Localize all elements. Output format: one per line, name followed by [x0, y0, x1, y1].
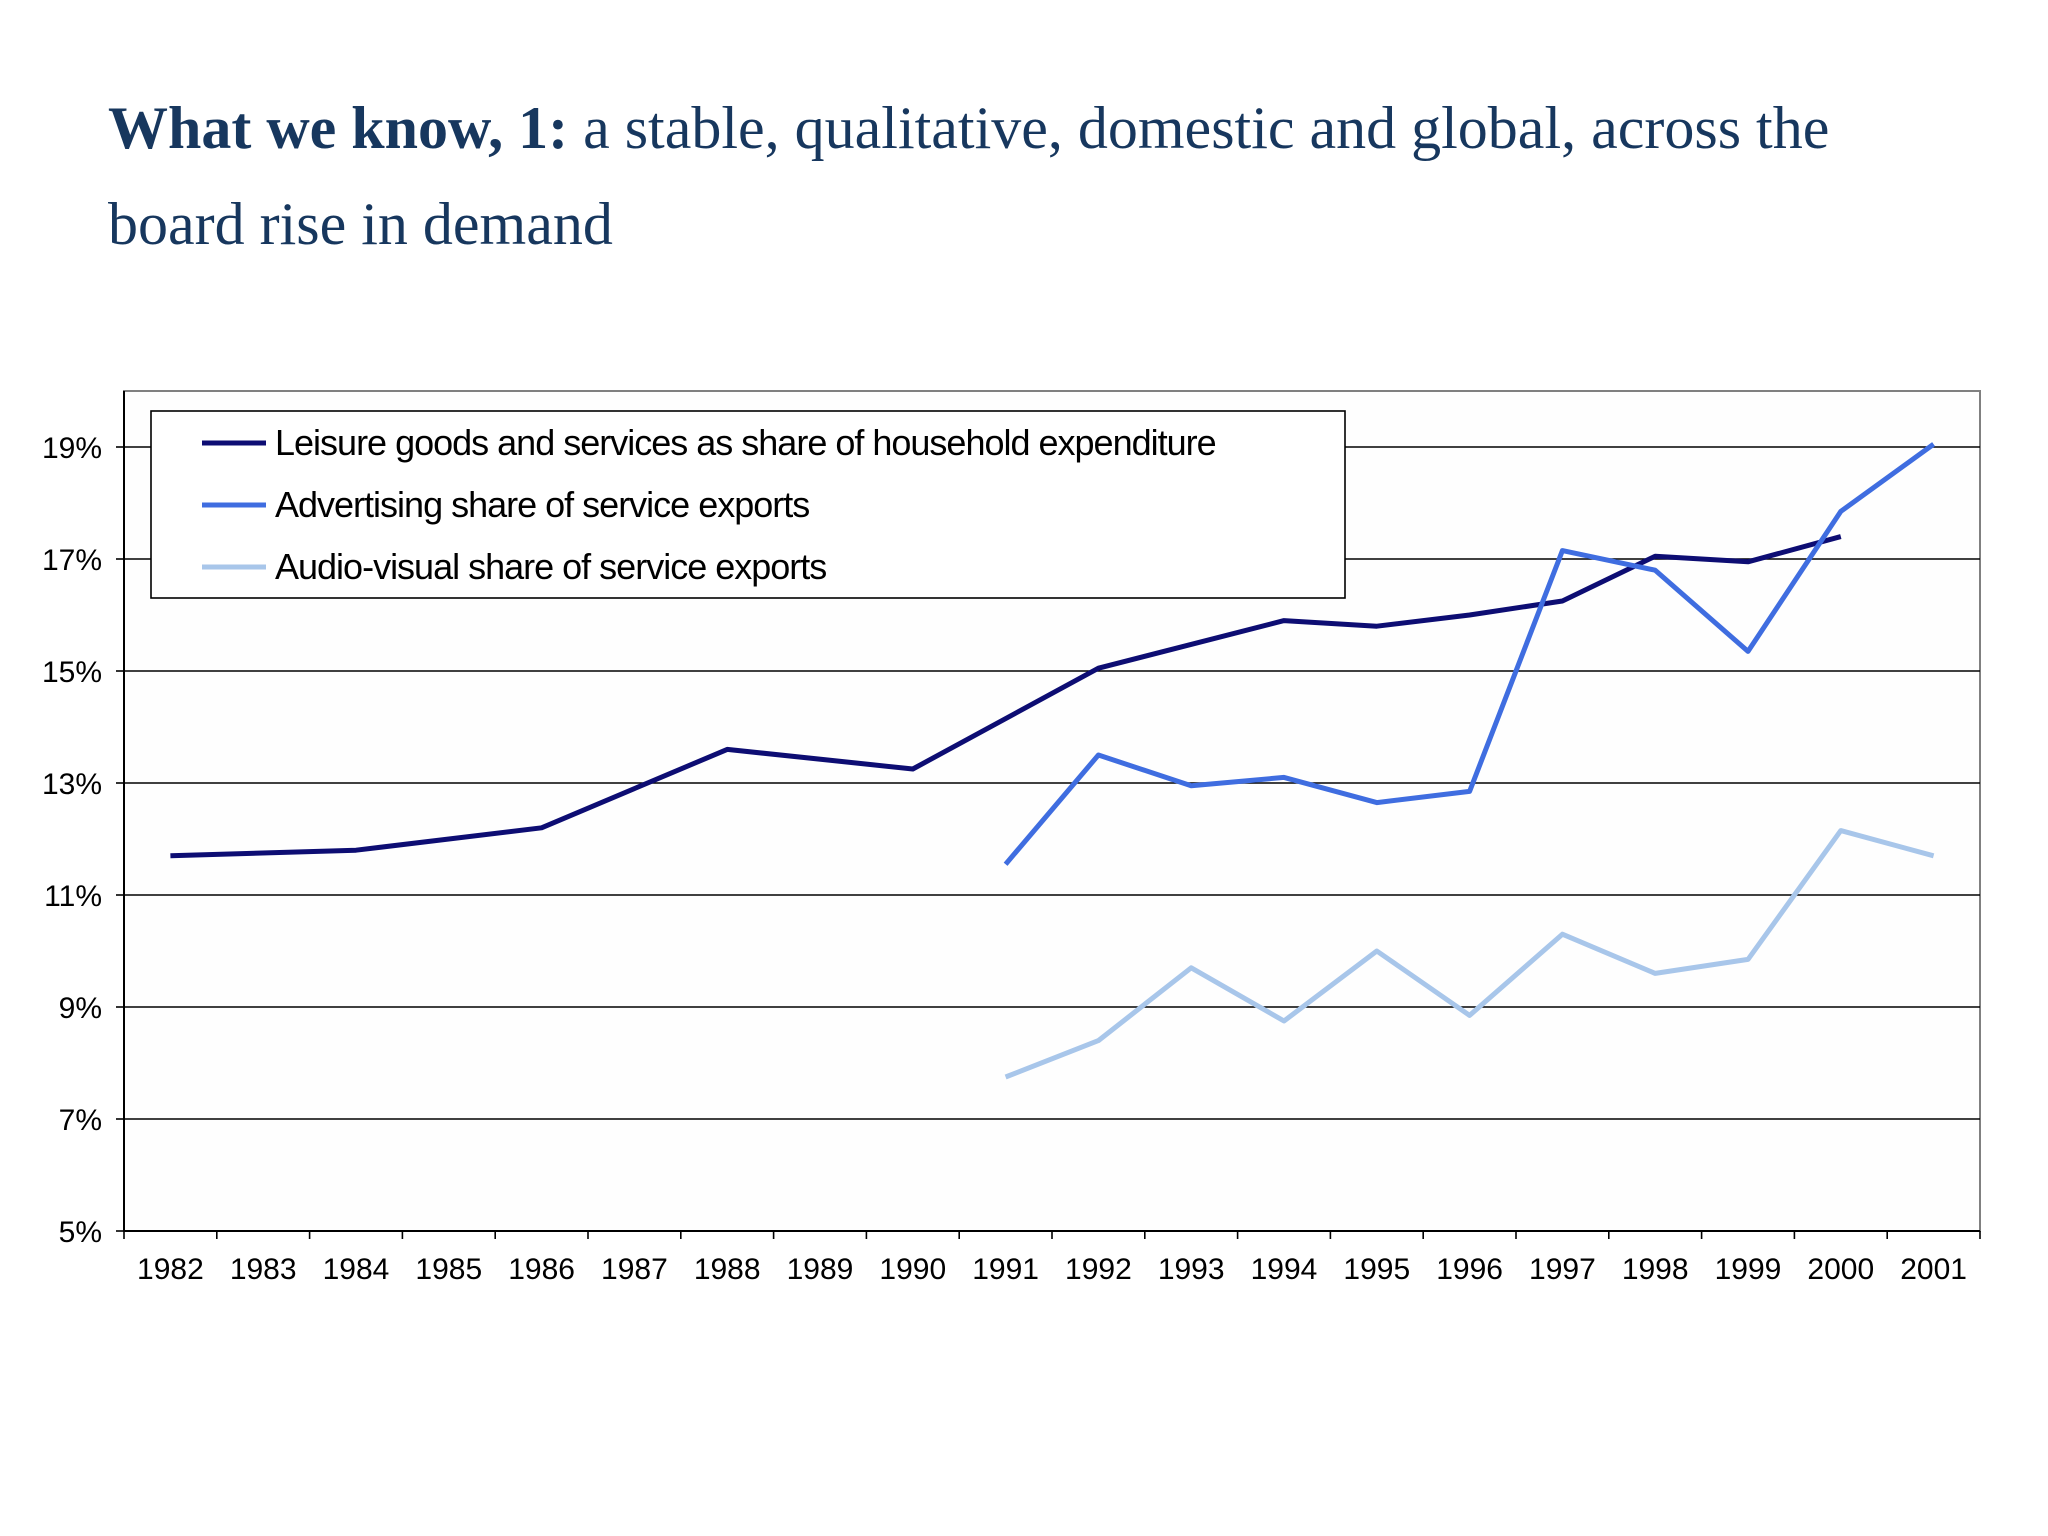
x-tick-label: 1985 [415, 1253, 482, 1286]
legend: Leisure goods and services as share of h… [150, 410, 1346, 599]
x-tick-label: 1992 [1065, 1253, 1132, 1286]
x-tick-label: 1998 [1622, 1253, 1689, 1286]
x-tick-label: 1984 [323, 1253, 390, 1286]
series-line-3 [1004, 828, 1935, 1080]
x-axis-ticks: 1982 1983 1984 1985 1986 1987 1988 1989 1990 1991… [123, 1231, 1981, 1286]
y-tick-label: 17% [42, 544, 102, 577]
y-tick-label: 13% [42, 768, 102, 801]
y-tick-label: 9% [59, 992, 102, 1025]
legend-label: Advertising share of service exports [275, 484, 809, 525]
x-tick-label: 2001 [1900, 1253, 1967, 1286]
x-tick-label: 1995 [1343, 1253, 1410, 1286]
x-tick-label: 1991 [972, 1253, 1039, 1286]
title-bold-part: What we know, 1: [108, 95, 569, 161]
x-tick-label: 1983 [230, 1253, 297, 1286]
x-tick-label: 2000 [1807, 1253, 1874, 1286]
x-tick-label: 1993 [1158, 1253, 1225, 1286]
series-line-2 [1003, 442, 1936, 866]
x-tick-label: 1990 [879, 1253, 946, 1286]
x-tick-label: 1997 [1529, 1253, 1596, 1286]
legend-box [150, 410, 1346, 599]
x-tick-label: 1996 [1436, 1253, 1503, 1286]
y-tick-label: 19% [42, 432, 102, 465]
y-axis-ticks: 5% 7% 9% 11% 13% 15% 17% 19% [42, 432, 124, 1249]
slide-title: What we know, 1: a stable, qualitative, … [108, 80, 1908, 272]
series-line-1 [170, 534, 1842, 859]
x-tick-label: 1994 [1251, 1253, 1318, 1286]
x-tick-label: 1986 [508, 1253, 575, 1286]
legend-label: Leisure goods and services as share of h… [275, 422, 1216, 463]
y-tick-label: 7% [59, 1104, 102, 1137]
x-tick-label: 1999 [1715, 1253, 1782, 1286]
title-rest-part: a stable, qualitative, domestic and glob… [108, 95, 1830, 257]
series-lines [170, 442, 1936, 1080]
x-tick-label: 1989 [787, 1253, 854, 1286]
x-tick-label: 1988 [694, 1253, 761, 1286]
gridlines [124, 446, 1980, 1120]
y-tick-label: 11% [44, 880, 102, 913]
y-tick-label: 5% [59, 1216, 102, 1249]
y-tick-label: 15% [42, 656, 102, 689]
legend-label: Audio-visual share of service exports [275, 546, 826, 587]
x-tick-label: 1982 [137, 1253, 204, 1286]
x-tick-label: 1987 [601, 1253, 668, 1286]
